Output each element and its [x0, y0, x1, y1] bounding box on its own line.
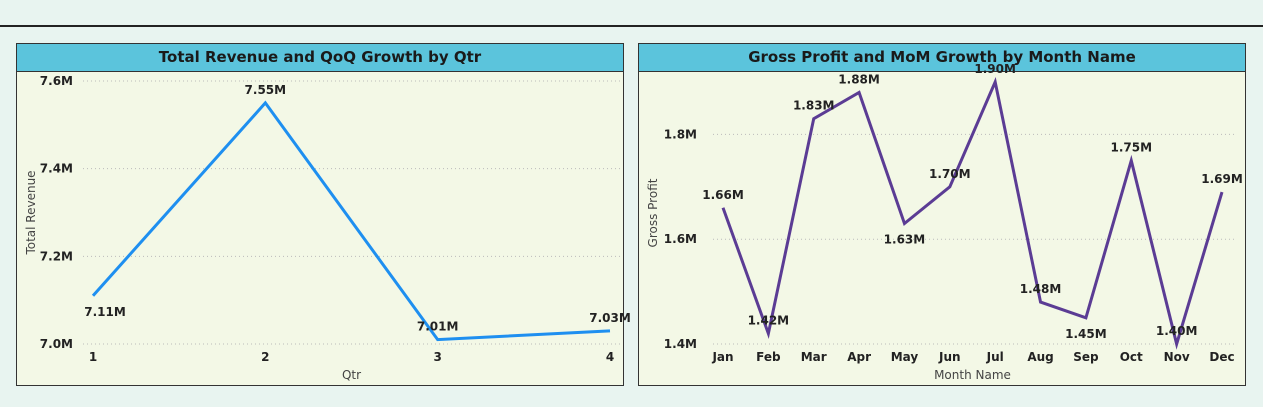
- revenue-y-tick-label: 7.2M: [40, 249, 73, 263]
- gross-profit-y-tick-label: 1.4M: [664, 337, 697, 351]
- revenue-x-tick-label: 4: [606, 350, 614, 364]
- gross-profit-x-tick-label: Oct: [1120, 350, 1143, 364]
- revenue-y-tick-label: 7.6M: [40, 74, 73, 88]
- gross-profit-data-label: 1.70M: [929, 167, 971, 181]
- gross-profit-data-label: 1.83M: [793, 99, 835, 113]
- gross-profit-x-tick-label: Feb: [756, 350, 781, 364]
- gross-profit-x-tick-label: Mar: [801, 350, 827, 364]
- gross-profit-chart-title: Gross Profit and MoM Growth by Month Nam…: [639, 44, 1245, 72]
- gross-profit-x-tick-label: Dec: [1209, 350, 1234, 364]
- gross-profit-data-label: 1.42M: [748, 314, 790, 328]
- gross-profit-data-label: 1.75M: [1110, 141, 1152, 155]
- revenue-data-label: 7.01M: [417, 320, 459, 334]
- revenue-x-axis-label: Qtr: [342, 368, 361, 382]
- gross-profit-x-tick-label: Jul: [986, 350, 1004, 364]
- gross-profit-x-tick-label: Jan: [711, 350, 733, 364]
- gross-profit-series-line: [721, 77, 1224, 350]
- gross-profit-x-tick-label: Jun: [938, 350, 961, 364]
- gross-profit-y-tick-label: 1.6M: [664, 232, 697, 246]
- revenue-x-tick-label: 1: [89, 350, 97, 364]
- revenue-data-label: 7.11M: [84, 305, 126, 319]
- revenue-chart-svg: 7.0M 7.2M 7.4M 7.6M 1 2 3 4 Qtr Total Revenue 7.11…: [24, 74, 631, 382]
- gross-profit-chart-svg: 1.4M 1.6M 1.8M Jan Feb Mar Apr May Jun Jul Aug Sep O…: [646, 62, 1243, 382]
- gross-profit-data-label: 1.88M: [838, 72, 880, 86]
- gross-profit-x-tick-label: May: [891, 350, 919, 364]
- gross-profit-x-tick-label: Aug: [1027, 350, 1053, 364]
- revenue-chart-panel: Total Revenue and QoQ Growth by Qtr 7.0M…: [16, 43, 631, 386]
- gross-profit-data-label: 1.69M: [1201, 172, 1243, 186]
- gross-profit-y-tick-label: 1.8M: [664, 127, 697, 141]
- revenue-x-tick-label: 2: [261, 350, 269, 364]
- gross-profit-data-label: 1.45M: [1065, 327, 1107, 341]
- revenue-y-tick-label: 7.4M: [40, 162, 73, 176]
- gross-profit-x-tick-label: Nov: [1164, 350, 1190, 364]
- revenue-x-tick-label: 3: [433, 350, 441, 364]
- revenue-y-tick-label: 7.0M: [40, 337, 73, 351]
- gross-profit-data-label: 1.66M: [702, 188, 744, 202]
- gross-profit-data-label: 1.90M: [974, 62, 1016, 76]
- gross-profit-data-label: 1.63M: [884, 232, 926, 246]
- revenue-data-label: 7.55M: [245, 83, 287, 97]
- revenue-data-label: 7.03M: [589, 311, 631, 325]
- gross-profit-x-tick-label: Sep: [1073, 350, 1099, 364]
- gross-profit-data-label: 1.48M: [1020, 282, 1062, 296]
- gross-profit-y-axis-label: Gross Profit: [646, 178, 660, 247]
- revenue-y-axis-label: Total Revenue: [24, 170, 38, 255]
- gross-profit-x-tick-label: Apr: [847, 350, 871, 364]
- gross-profit-x-axis-label: Month Name: [934, 368, 1011, 382]
- top-divider: [0, 25, 1263, 27]
- revenue-series-line: [91, 100, 611, 342]
- gross-profit-chart-panel: Gross Profit and MoM Growth by Month Nam…: [638, 43, 1246, 386]
- gross-profit-data-label: 1.40M: [1156, 324, 1198, 338]
- revenue-chart-title: Total Revenue and QoQ Growth by Qtr: [17, 44, 623, 72]
